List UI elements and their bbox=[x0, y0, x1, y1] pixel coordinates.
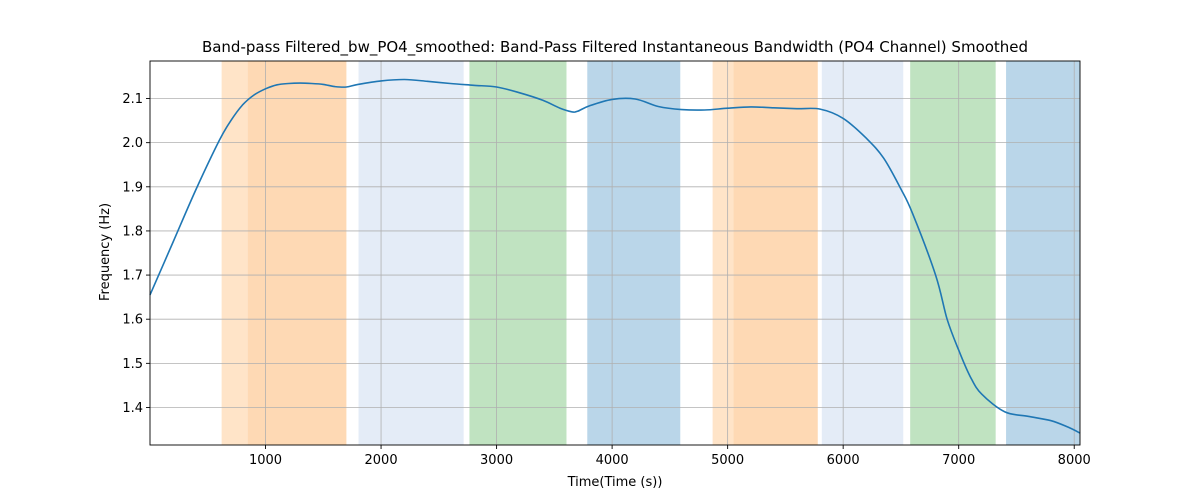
y-axis-ticks: 1.4 1.5 1.6 1.7 1.8 1.9 2.0 2.1 bbox=[122, 92, 150, 416]
highlight-band-5 bbox=[587, 61, 681, 445]
highlight-band-8 bbox=[821, 61, 904, 445]
x-tick-label: 6000 bbox=[827, 453, 860, 468]
x-tick-label: 3000 bbox=[480, 453, 513, 468]
highlight-band-2 bbox=[247, 61, 347, 445]
axes-frame bbox=[149, 60, 1081, 446]
highlight-band-1 bbox=[221, 61, 248, 445]
x-axis-ticks: 1000 2000 3000 4000 5000 6000 7000 8000 bbox=[249, 445, 1091, 468]
series-lines bbox=[149, 78, 1081, 434]
highlight-band-3 bbox=[358, 61, 464, 445]
x-tick-label: 2000 bbox=[365, 453, 398, 468]
y-axis-label: Frequency (Hz) bbox=[98, 203, 113, 301]
y-tick-label: 1.8 bbox=[122, 224, 143, 239]
y-tick-label: 1.4 bbox=[122, 401, 143, 416]
chart-title: Band-pass Filtered_bw_PO4_smoothed: Band… bbox=[202, 38, 1028, 57]
x-tick-label: 5000 bbox=[711, 453, 744, 468]
highlight-band-6 bbox=[712, 61, 734, 445]
x-tick-label: 1000 bbox=[249, 453, 282, 468]
highlight-band-7 bbox=[733, 61, 818, 445]
y-tick-label: 1.5 bbox=[122, 357, 143, 372]
y-tick-label: 1.6 bbox=[122, 313, 143, 328]
x-tick-label: 8000 bbox=[1058, 453, 1091, 468]
x-axis-label: Time(Time (s)) bbox=[567, 475, 663, 490]
highlight-band-10 bbox=[1006, 61, 1080, 445]
highlight-band-4 bbox=[469, 61, 567, 445]
x-tick-label: 4000 bbox=[596, 453, 629, 468]
grid-lines bbox=[150, 61, 1080, 445]
series-line-1 bbox=[149, 78, 1081, 434]
y-tick-label: 1.7 bbox=[122, 269, 143, 284]
y-tick-label: 1.9 bbox=[122, 180, 143, 195]
highlight-band-9 bbox=[910, 61, 996, 445]
y-tick-label: 2.1 bbox=[122, 92, 143, 107]
highlight-bands bbox=[221, 61, 1080, 445]
x-tick-label: 7000 bbox=[942, 453, 975, 468]
plot-frame bbox=[149, 60, 1081, 446]
y-tick-label: 2.0 bbox=[122, 136, 143, 151]
